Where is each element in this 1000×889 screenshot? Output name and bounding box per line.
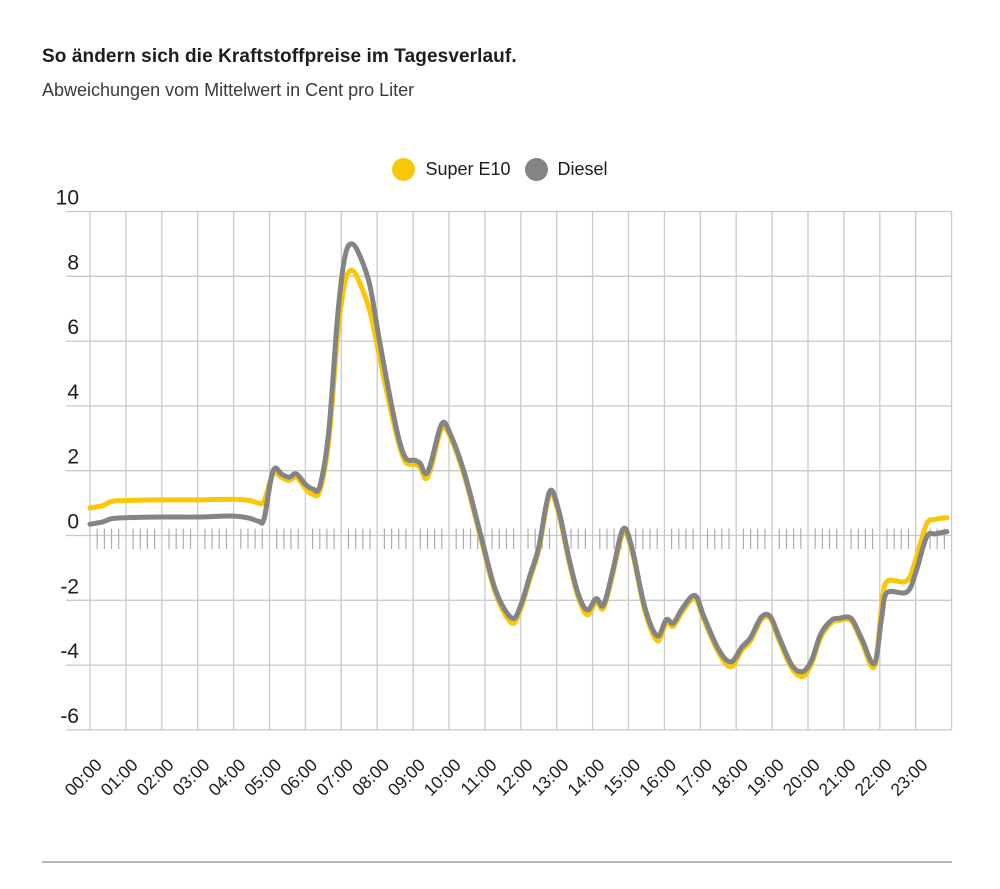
svg-text:02:00: 02:00 bbox=[133, 755, 178, 800]
svg-text:6: 6 bbox=[67, 316, 79, 339]
svg-text:04:00: 04:00 bbox=[204, 755, 249, 800]
svg-text:19:00: 19:00 bbox=[743, 755, 788, 800]
series-line-diesel bbox=[87, 241, 950, 675]
line-chart: 10 8 6 4 2 0 -2 -4 -6 00:0001:0002:0003:0004:0005… bbox=[56, 187, 953, 800]
chart-legend: Super E10 Diesel bbox=[0, 158, 1000, 181]
legend-item-super-e10: Super E10 bbox=[392, 158, 511, 181]
svg-text:07:00: 07:00 bbox=[312, 755, 357, 800]
y-axis-tick-labels: 10 8 6 4 2 0 -2 -4 -6 bbox=[56, 187, 80, 728]
svg-text:20:00: 20:00 bbox=[779, 755, 824, 800]
svg-text:21:00: 21:00 bbox=[815, 755, 860, 800]
svg-text:00:00: 00:00 bbox=[61, 755, 106, 800]
svg-text:4: 4 bbox=[67, 381, 79, 404]
svg-text:14:00: 14:00 bbox=[563, 755, 608, 800]
svg-text:06:00: 06:00 bbox=[276, 755, 321, 800]
gridlines-horizontal bbox=[66, 210, 952, 731]
svg-text:23:00: 23:00 bbox=[886, 755, 931, 800]
svg-text:03:00: 03:00 bbox=[168, 755, 213, 800]
legend-item-diesel: Diesel bbox=[524, 158, 608, 181]
svg-text:0: 0 bbox=[67, 511, 79, 534]
svg-text:08:00: 08:00 bbox=[348, 755, 393, 800]
svg-text:-4: -4 bbox=[60, 640, 79, 663]
svg-text:10: 10 bbox=[56, 187, 79, 210]
svg-text:18:00: 18:00 bbox=[707, 755, 752, 800]
svg-text:8: 8 bbox=[67, 251, 79, 274]
svg-text:11:00: 11:00 bbox=[457, 755, 501, 799]
chart-title: So ändern sich die Kraftstoffpreise im T… bbox=[42, 46, 517, 67]
svg-text:2: 2 bbox=[67, 446, 79, 469]
svg-text:10:00: 10:00 bbox=[420, 755, 465, 800]
diesel-color-dot-icon bbox=[524, 158, 548, 181]
chart-subtitle: Abweichungen vom Mittelwert in Cent pro … bbox=[42, 80, 415, 100]
x-axis-tick-labels: 00:0001:0002:0003:0004:0005:0006:0007:00… bbox=[61, 755, 932, 800]
bottom-divider bbox=[42, 861, 952, 863]
svg-text:16:00: 16:00 bbox=[635, 755, 680, 800]
svg-text:13:00: 13:00 bbox=[527, 755, 572, 800]
svg-text:22:00: 22:00 bbox=[851, 755, 896, 800]
svg-text:-2: -2 bbox=[60, 575, 79, 598]
svg-text:17:00: 17:00 bbox=[671, 755, 716, 800]
gridlines-vertical bbox=[89, 211, 953, 730]
svg-text:12:00: 12:00 bbox=[492, 755, 537, 800]
svg-text:15:00: 15:00 bbox=[599, 755, 644, 800]
svg-text:-6: -6 bbox=[60, 705, 79, 728]
zero-axis-minor-ticks bbox=[96, 528, 946, 549]
legend-label-super-e10: Super E10 bbox=[425, 159, 511, 179]
svg-text:09:00: 09:00 bbox=[384, 755, 429, 800]
super-e10-color-dot-icon bbox=[392, 158, 416, 181]
legend-label-diesel: Diesel bbox=[557, 159, 608, 179]
svg-text:05:00: 05:00 bbox=[240, 755, 285, 800]
svg-text:01:00: 01:00 bbox=[97, 755, 142, 800]
